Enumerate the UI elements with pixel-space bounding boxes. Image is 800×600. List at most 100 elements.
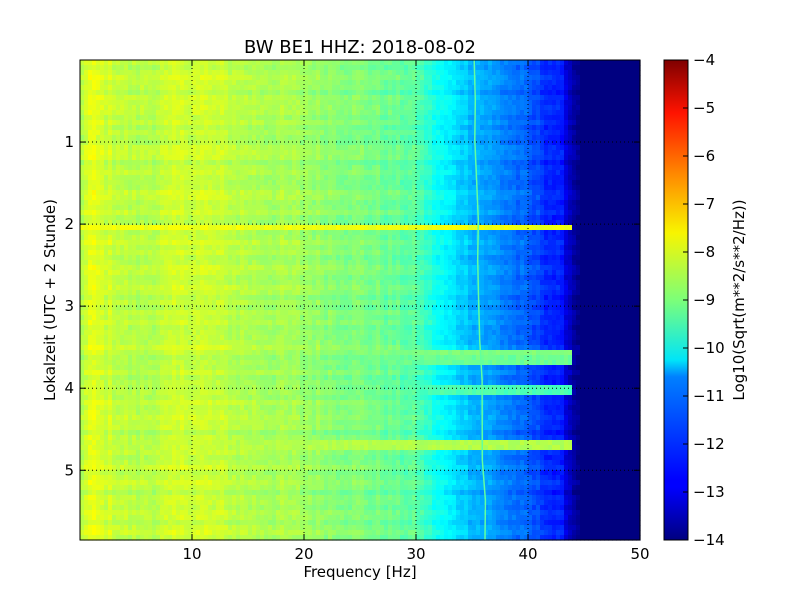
- heatmap-cell: [524, 180, 529, 186]
- heatmap-cell: [612, 85, 617, 91]
- heatmap-cell: [88, 80, 93, 86]
- heatmap-cell: [476, 115, 481, 121]
- heatmap-cell: [116, 180, 121, 186]
- heatmap-cell: [484, 150, 489, 156]
- heatmap-cell: [364, 230, 369, 236]
- heatmap-cell: [288, 165, 293, 171]
- heatmap-cell: [268, 140, 273, 146]
- heatmap-cell: [124, 60, 129, 66]
- heatmap-cell: [552, 200, 557, 206]
- heatmap-cell: [532, 185, 537, 191]
- heatmap-cell: [512, 95, 517, 101]
- heatmap-cell: [400, 105, 405, 111]
- heatmap-cell: [576, 95, 581, 101]
- heatmap-cell: [240, 210, 245, 216]
- heatmap-cell: [192, 205, 197, 211]
- heatmap-cell: [520, 95, 525, 101]
- heatmap-cell: [616, 130, 621, 136]
- heatmap-cell: [208, 210, 213, 216]
- heatmap-cell: [236, 185, 241, 191]
- heatmap-cell: [108, 60, 113, 66]
- heatmap-cell: [252, 235, 257, 241]
- heatmap-cell: [136, 85, 141, 91]
- heatmap-cell: [156, 100, 161, 106]
- heatmap-cell: [236, 110, 241, 116]
- heatmap-cell: [320, 205, 325, 211]
- heatmap-cell: [148, 170, 153, 176]
- heatmap-cell: [348, 235, 353, 241]
- heatmap-cell: [320, 60, 325, 66]
- heatmap-cell: [168, 65, 173, 71]
- heatmap-cell: [532, 110, 537, 116]
- heatmap-cell: [264, 215, 269, 221]
- heatmap-cell: [432, 75, 437, 81]
- heatmap-cell: [180, 85, 185, 91]
- heatmap-cell: [84, 210, 89, 216]
- heatmap-cell: [504, 90, 509, 96]
- heatmap-cell: [344, 225, 349, 231]
- heatmap-cell: [308, 85, 313, 91]
- heatmap-cell: [208, 115, 213, 121]
- heatmap-cell: [628, 220, 633, 226]
- heatmap-cell: [404, 155, 409, 161]
- heatmap-cell: [472, 115, 477, 121]
- heatmap-cell: [552, 100, 557, 106]
- heatmap-cell: [408, 60, 413, 66]
- heatmap-cell: [352, 85, 357, 91]
- heatmap-cell: [152, 115, 157, 121]
- heatmap-cell: [220, 135, 225, 141]
- heatmap-cell: [180, 150, 185, 156]
- heatmap-cell: [372, 205, 377, 211]
- heatmap-cell: [464, 225, 469, 231]
- heatmap-cell: [132, 110, 137, 116]
- heatmap-cell: [372, 100, 377, 106]
- heatmap-cell: [136, 230, 141, 236]
- heatmap-cell: [536, 150, 541, 156]
- heatmap-cell: [80, 195, 85, 201]
- heatmap-cell: [636, 120, 641, 126]
- heatmap-cell: [164, 200, 169, 206]
- heatmap-cell: [272, 65, 277, 71]
- heatmap-cell: [632, 140, 637, 146]
- heatmap-cell: [596, 185, 601, 191]
- heatmap-cell: [568, 130, 573, 136]
- heatmap-cell: [328, 160, 333, 166]
- heatmap-cell: [492, 155, 497, 161]
- heatmap-cell: [248, 95, 253, 101]
- heatmap-cell: [360, 215, 365, 221]
- heatmap-cell: [380, 205, 385, 211]
- heatmap-cell: [424, 85, 429, 91]
- heatmap-cell: [204, 155, 209, 161]
- heatmap-cell: [144, 150, 149, 156]
- heatmap-cell: [400, 135, 405, 141]
- heatmap-cell: [504, 95, 509, 101]
- heatmap-cell: [432, 200, 437, 206]
- heatmap-cell: [632, 155, 637, 161]
- heatmap-cell: [604, 130, 609, 136]
- heatmap-cell: [380, 125, 385, 131]
- heatmap-cell: [612, 210, 617, 216]
- heatmap-cell: [508, 190, 513, 196]
- heatmap-cell: [488, 85, 493, 91]
- heatmap-cell: [556, 220, 561, 226]
- heatmap-cell: [544, 205, 549, 211]
- heatmap-cell: [192, 125, 197, 131]
- heatmap-cell: [320, 125, 325, 131]
- heatmap-cell: [416, 150, 421, 156]
- heatmap-cell: [260, 115, 265, 121]
- heatmap-cell: [636, 185, 641, 191]
- heatmap-cell: [600, 95, 605, 101]
- heatmap-cell: [336, 160, 341, 166]
- heatmap-cell: [80, 70, 85, 76]
- heatmap-cell: [604, 95, 609, 101]
- heatmap-cell: [548, 65, 553, 71]
- heatmap-cell: [240, 105, 245, 111]
- heatmap-cell: [376, 235, 381, 241]
- heatmap-cell: [380, 195, 385, 201]
- heatmap-cell: [156, 185, 161, 191]
- heatmap-cell: [84, 160, 89, 166]
- heatmap-cell: [412, 205, 417, 211]
- heatmap-cell: [384, 65, 389, 71]
- heatmap-cell: [232, 235, 237, 241]
- heatmap-cell: [436, 110, 441, 116]
